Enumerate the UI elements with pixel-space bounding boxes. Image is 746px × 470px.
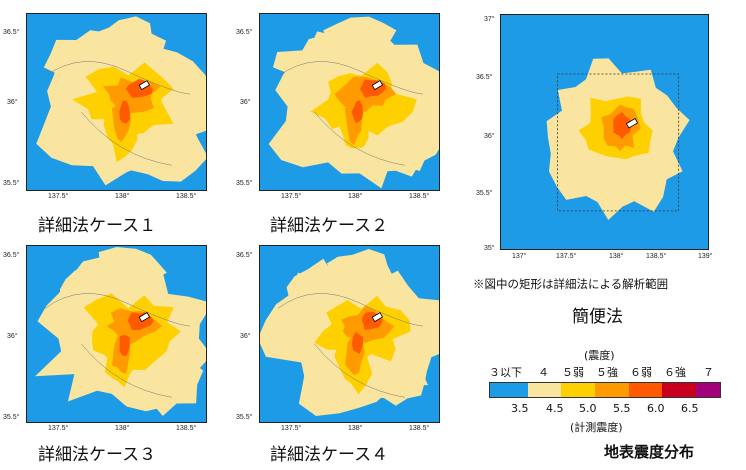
- instrumental-value-label: 4.5: [546, 402, 564, 415]
- map-label: 詳細法ケース３: [38, 445, 157, 465]
- lon-tick: 137.5°: [556, 253, 577, 260]
- lat-tick: 36°: [7, 99, 18, 106]
- lon-tick: 138°: [115, 193, 130, 200]
- legend-swatch: [696, 383, 720, 397]
- intensity-zone: [119, 100, 130, 124]
- intensity-class-label: ６弱: [630, 366, 652, 379]
- lon-tick: 138°: [609, 253, 624, 260]
- intensity-map: [26, 13, 207, 191]
- lon-tick: 137.5°: [281, 193, 302, 200]
- intensity-class-label: ５弱: [562, 366, 584, 379]
- instrumental-value-label: 3.5: [511, 402, 529, 415]
- intensity-class-label: ４: [538, 366, 549, 379]
- intensity-zone: [323, 16, 397, 67]
- prefecture-border: [44, 293, 190, 398]
- prefecture-border: [277, 293, 423, 398]
- lat-tick: 36.5°: [3, 29, 20, 36]
- fault-marker: [371, 312, 384, 323]
- fault-marker: [371, 80, 384, 91]
- lon-tick: 138°: [115, 425, 130, 432]
- map-label: 詳細法ケース４: [270, 445, 389, 465]
- prefecture-border: [277, 61, 423, 166]
- lon-tick: 138.5°: [409, 193, 430, 200]
- lat-tick: 36°: [240, 99, 251, 106]
- lat-tick: 35.5°: [3, 180, 20, 187]
- lat-tick: 36.5°: [236, 29, 253, 36]
- intensity-map: [259, 245, 440, 423]
- lat-tick: 36.5°: [476, 74, 493, 81]
- intensity-map-simple: [500, 14, 709, 250]
- legend-swatch: [490, 383, 528, 397]
- lat-tick: 35.5°: [236, 180, 253, 187]
- lon-tick: 139°: [698, 253, 713, 260]
- legend-swatch: [595, 383, 629, 397]
- intensity-zone: [84, 16, 167, 64]
- intensity-zone: [351, 100, 363, 124]
- lat-tick: 36.5°: [236, 252, 253, 259]
- intensity-zone: [87, 247, 167, 293]
- lon-tick: 138.5°: [176, 425, 197, 432]
- intensity-class-label: ５強: [596, 366, 618, 379]
- lat-tick: 36.5°: [3, 252, 20, 259]
- intensity-zone: [351, 331, 364, 354]
- legend-swatch: [527, 383, 562, 397]
- lon-tick: 138.5°: [409, 425, 430, 432]
- intensity-zone: [119, 334, 130, 356]
- intensity-class-label: ７: [703, 366, 714, 379]
- lon-tick: 138.5°: [646, 253, 667, 260]
- intensity-zone: [321, 249, 397, 295]
- lat-tick: 35°: [484, 245, 495, 252]
- lat-tick: 35.5°: [476, 190, 493, 197]
- lon-tick: 138°: [348, 193, 363, 200]
- instrumental-value-label: 5.5: [613, 402, 631, 415]
- intensity-class-label: ３以下: [489, 366, 522, 379]
- map-label: 詳細法ケース１: [38, 216, 157, 236]
- fault-marker: [625, 118, 639, 129]
- lon-tick: 137.5°: [48, 425, 69, 432]
- legend-swatch: [628, 383, 663, 397]
- fault-marker: [138, 312, 151, 323]
- analysis-range-note: ※図中の矩形は詳細法による解析範囲: [473, 277, 669, 291]
- intensity-class-label: ６強: [664, 366, 686, 379]
- instrumental-legend-title: (計測震度): [570, 421, 623, 434]
- instrumental-value-label: 5.0: [579, 402, 597, 415]
- lon-tick: 138°: [348, 425, 363, 432]
- lat-tick: 35.5°: [3, 414, 20, 421]
- legend-swatch: [662, 383, 697, 397]
- legend-swatch: [561, 383, 596, 397]
- analysis-range-rect: [557, 73, 680, 212]
- fault-marker: [138, 80, 151, 91]
- lat-tick: 35.5°: [236, 414, 253, 421]
- intensity-map: [26, 245, 207, 423]
- lat-tick: 36°: [240, 333, 251, 340]
- instrumental-value-label: 6.0: [647, 402, 665, 415]
- simple-method-label: 簡便法: [572, 307, 623, 327]
- intensity-map: [259, 13, 440, 191]
- map-label: 詳細法ケース２: [270, 216, 389, 236]
- lat-tick: 36°: [484, 133, 495, 140]
- figure-title: 地表震度分布: [604, 443, 695, 461]
- lat-tick: 36°: [7, 333, 18, 340]
- lon-tick: 138.5°: [176, 193, 197, 200]
- intensity-color-bar: [489, 382, 721, 398]
- lon-tick: 137.5°: [281, 425, 302, 432]
- instrumental-value-label: 6.5: [681, 402, 699, 415]
- lat-tick: 37°: [484, 16, 495, 23]
- prefecture-border: [44, 61, 190, 166]
- intensity-zone: [613, 112, 632, 139]
- lon-tick: 137.5°: [48, 193, 69, 200]
- intensity-legend-title: (震度): [584, 349, 615, 362]
- lon-tick: 137°: [512, 253, 527, 260]
